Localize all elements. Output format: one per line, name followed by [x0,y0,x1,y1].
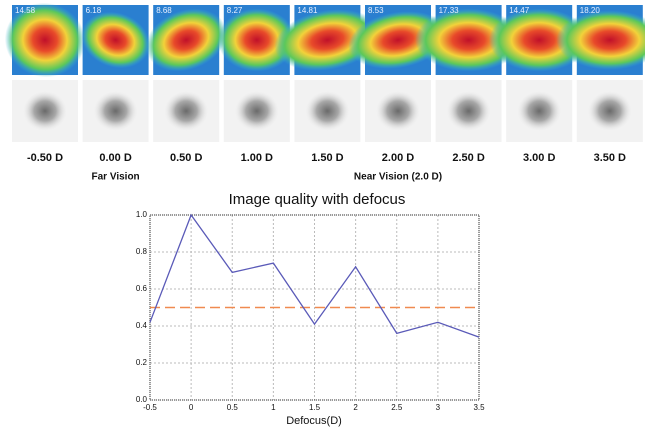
vision-note: Near Vision (2.0 D) [354,172,442,183]
x-tick-label: 3 [436,403,441,412]
heatmap-score: 14.58 [15,6,36,15]
x-tick-label: 1 [271,403,276,412]
defocus-label: -0.50 D [27,152,63,164]
heatmap-score: 18.20 [580,6,601,15]
x-tick-label: 0 [189,403,194,412]
heatmap-spot [415,8,523,72]
blur-spot [234,91,279,131]
blur-spot [305,91,350,131]
x-tick-label: 1.5 [309,403,321,412]
heatmap-score: 17.33 [439,6,460,15]
blur-spot [446,91,491,131]
vision-note: Far Vision [92,172,140,183]
y-tick-label: 0.2 [136,358,148,367]
x-axis-label: Defocus(D) [286,415,342,427]
blur-spot [517,91,562,131]
y-tick-label: 0.6 [136,284,148,293]
heatmap-score: 14.47 [509,6,530,15]
x-tick-label: 2 [353,403,358,412]
heatmap-score: 8.53 [368,6,384,15]
data-line [149,213,480,338]
blur-spot [164,91,209,131]
defocus-label: 1.00 D [241,152,273,164]
heatmap-score: 14.81 [297,6,318,15]
heatmap-score: 8.27 [227,6,243,15]
heatmap-spot [81,11,150,69]
x-tick-label: 0.5 [227,403,239,412]
x-tick-label: 2.5 [391,403,403,412]
heatmap-spot [217,8,296,72]
heatmap-score: 8.68 [156,6,172,15]
defocus-label: 2.00 D [382,152,414,164]
y-tick-label: 0.4 [136,321,148,330]
plot-frame [149,214,480,401]
blur-spot [93,91,138,131]
chart-title: Image quality with defocus [229,191,406,208]
blur-spot [587,91,632,131]
heatmap-spot [4,2,86,78]
x-tick-label: -0.5 [143,403,157,412]
blur-spot [376,91,420,131]
defocus-label: 0.50 D [170,152,202,164]
defocus-label: 1.50 D [311,152,343,164]
defocus-label: 3.00 D [523,152,555,164]
x-tick-label: 3.5 [473,403,485,412]
heatmap-spot [145,8,227,72]
heatmap-score: 6.18 [86,6,102,15]
blur-spot [23,91,67,131]
defocus-label: 0.00 D [99,152,131,164]
y-tick-label: 0.8 [136,247,148,256]
heatmap-spot [556,10,645,70]
defocus-label: 2.50 D [452,152,484,164]
y-tick-label: 0.0 [136,395,148,404]
defocus-label: 3.50 D [594,152,626,164]
y-tick-label: 1.0 [136,210,148,219]
